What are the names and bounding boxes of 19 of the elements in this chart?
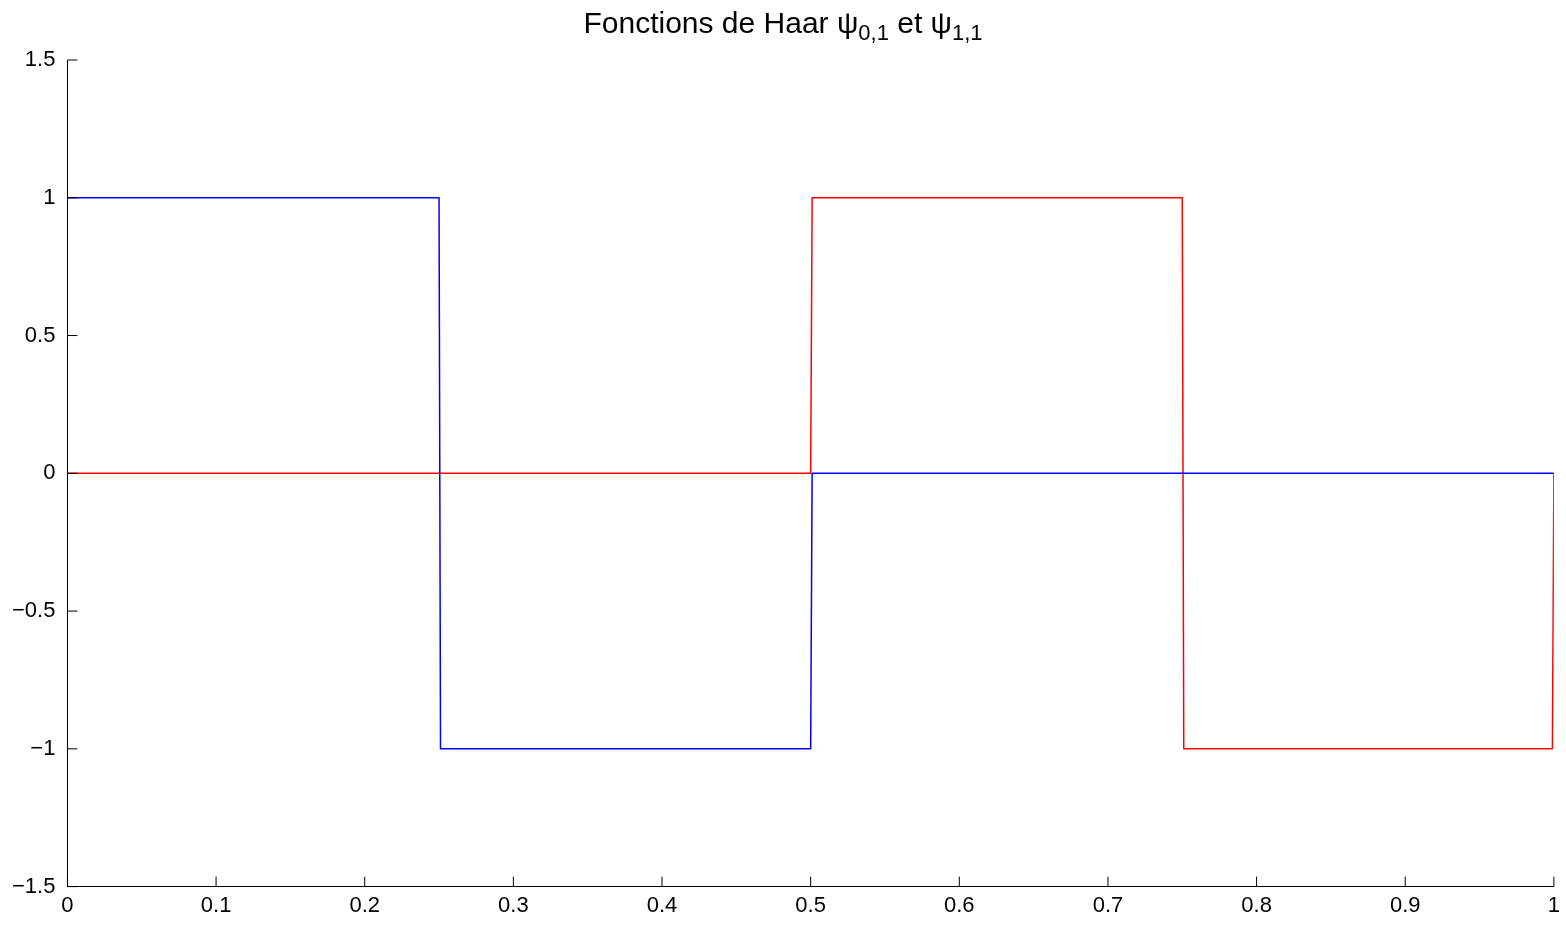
y-tick-label: −1.5 (11, 872, 56, 898)
x-tick-label: 0.4 (646, 891, 678, 917)
y-tick-label: 1.5 (24, 46, 56, 72)
y-tick-label: 0.5 (24, 321, 56, 347)
x-tick-label: 0.3 (498, 891, 529, 917)
x-tick-label: 0 (61, 891, 74, 917)
y-tick-label: 0 (43, 459, 56, 485)
y-tick-label: −1 (30, 734, 56, 760)
x-tick-label: 0.7 (1092, 891, 1124, 917)
x-tick-label: 0.6 (944, 891, 975, 917)
x-tick-label: 0.5 (795, 891, 826, 917)
x-tick-label: 0.2 (349, 891, 381, 917)
x-tick-label: 0.9 (1389, 891, 1421, 917)
y-tick-label: −0.5 (11, 597, 56, 623)
chart-title: Fonctions de Haar ψ$_{0,1}$ et ψ$_{1,1}$ (582, 6, 984, 46)
x-tick-label: 1 (1547, 891, 1561, 917)
y-tick-label: 1 (43, 183, 56, 209)
x-tick-label: 0.1 (200, 891, 232, 917)
x-tick-label: 0.8 (1241, 891, 1272, 917)
